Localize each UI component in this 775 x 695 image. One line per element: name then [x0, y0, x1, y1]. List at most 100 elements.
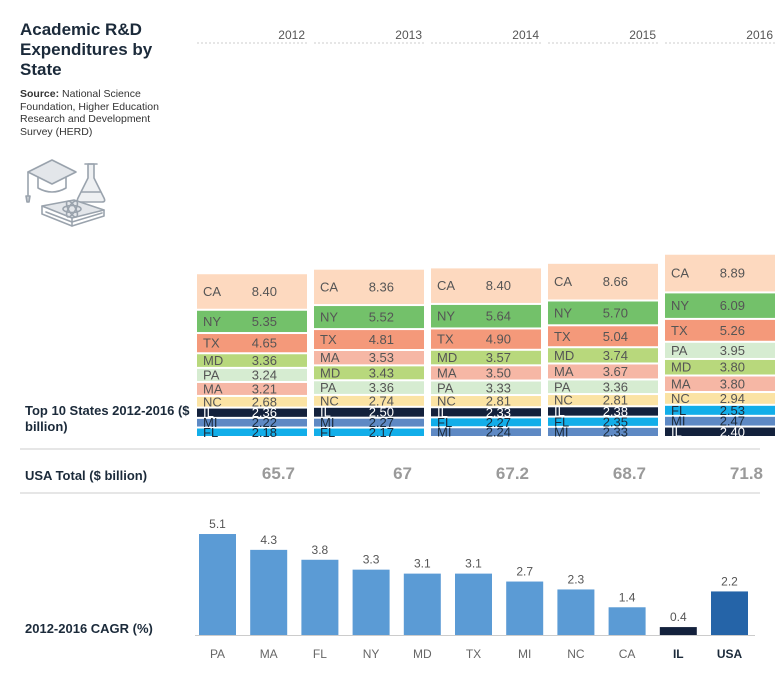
segment-state-label: MA	[554, 364, 574, 379]
segment-state-label: PA	[554, 379, 571, 394]
segment-value-label: 2.33	[486, 405, 511, 420]
cagr-value-label: 1.4	[619, 590, 636, 604]
stack-segment-pa	[197, 368, 307, 381]
segment-value-label: 2.24	[486, 425, 511, 440]
cagr-category-label: MD	[413, 647, 432, 661]
segment-value-label: 4.90	[486, 332, 511, 347]
stack-segment-ny	[548, 301, 658, 325]
segment-state-label: IL	[554, 404, 565, 419]
stack-segment-ca	[197, 274, 307, 309]
segment-value-label: 8.89	[720, 266, 745, 281]
segment-state-label: MA	[203, 381, 223, 396]
stack-segment-mi	[431, 428, 541, 436]
stack-segment-ma	[197, 382, 307, 395]
cagr-value-label: 5.1	[209, 517, 226, 531]
segment-value-label: 2.94	[720, 391, 745, 406]
segment-value-label: 2.47	[720, 414, 745, 429]
stack-segment-nc	[197, 396, 307, 407]
segment-state-label: CA	[203, 284, 221, 299]
segment-state-label: MI	[320, 415, 334, 430]
segment-value-label: 2.40	[720, 424, 745, 439]
stack-segment-tx	[665, 319, 775, 341]
source-note: Source: National Science Foundation, Hig…	[20, 88, 170, 138]
segment-state-label: MI	[437, 425, 451, 440]
cagr-category-label: FL	[313, 647, 327, 661]
segment-state-label: NC	[203, 394, 222, 409]
segment-value-label: 4.81	[369, 332, 394, 347]
stack-segment-il	[431, 408, 541, 417]
stack-segment-fl	[548, 417, 658, 426]
stack-segment-il	[665, 427, 775, 436]
year-label: 2012	[278, 28, 305, 42]
stack-segment-il	[314, 407, 424, 417]
cagr-value-label: 2.2	[721, 574, 738, 588]
segment-value-label: 8.40	[252, 284, 277, 299]
segment-value-label: 2.22	[252, 415, 277, 430]
stack-segment-ny	[665, 293, 775, 318]
segment-value-label: 8.40	[486, 278, 511, 293]
segment-value-label: 8.36	[369, 279, 394, 294]
segment-value-label: 3.43	[369, 365, 394, 380]
stack-segment-nc	[431, 396, 541, 407]
year-label: 2016	[746, 28, 773, 42]
stack-segment-ma	[665, 376, 775, 392]
stack-segment-tx	[197, 334, 307, 353]
stack-segment-fl	[665, 405, 775, 415]
cagr-category-label: USA	[717, 647, 743, 661]
segment-value-label: 4.65	[252, 336, 277, 351]
usa-total-label: USA Total ($ billion)	[25, 468, 148, 483]
stack-segment-pa	[665, 342, 775, 358]
stack-segment-fl	[431, 418, 541, 427]
source-label: Source:	[20, 88, 60, 100]
year-label: 2015	[629, 28, 656, 42]
segment-state-label: MD	[320, 365, 340, 380]
stack-segment-fl	[314, 428, 424, 436]
segment-state-label: NY	[320, 310, 338, 325]
segment-value-label: 3.33	[486, 380, 511, 395]
segment-state-label: CA	[320, 279, 338, 294]
segment-value-label: 2.27	[369, 415, 394, 430]
segment-state-label: NY	[437, 309, 455, 324]
segment-value-label: 3.36	[369, 380, 394, 395]
stack-segment-il	[197, 408, 307, 417]
segment-state-label: IL	[671, 424, 682, 439]
segment-state-label: IL	[320, 405, 331, 420]
cagr-bar-usa	[711, 591, 748, 635]
usa-total-value: 65.7	[262, 464, 295, 483]
cagr-bar-ca	[608, 607, 646, 635]
segment-value-label: 5.70	[603, 305, 628, 320]
segment-state-label: PA	[671, 343, 688, 358]
cagr-value-label: 3.1	[414, 557, 431, 571]
segment-value-label: 3.67	[603, 364, 628, 379]
stack-segment-mi	[197, 418, 307, 427]
segment-state-label: NY	[554, 305, 572, 320]
segment-value-label: 3.36	[252, 353, 277, 368]
segment-value-label: 2.33	[603, 424, 628, 439]
usa-total-value: 67.2	[496, 464, 529, 483]
segment-value-label: 3.80	[720, 360, 745, 375]
cagr-bar-md	[403, 573, 441, 635]
segment-value-label: 3.24	[252, 367, 277, 382]
segment-state-label: NC	[554, 393, 573, 408]
segment-state-label: NC	[437, 394, 456, 409]
segment-value-label: 3.57	[486, 350, 511, 365]
segment-value-label: 5.52	[369, 310, 394, 325]
stack-segment-pa	[314, 381, 424, 394]
segment-value-label: 3.36	[603, 379, 628, 394]
cagr-bar-ny	[352, 569, 390, 635]
segment-value-label: 3.74	[603, 348, 628, 363]
stack-segment-ny	[197, 310, 307, 333]
cagr-label: 2012-2016 CAGR (%)	[25, 621, 153, 636]
segment-value-label: 5.04	[603, 329, 628, 344]
stack-segment-ca	[665, 254, 775, 292]
segment-state-label: CA	[554, 274, 572, 289]
segment-value-label: 2.35	[603, 414, 628, 429]
segment-state-label: MI	[554, 424, 568, 439]
usa-total-value: 68.7	[613, 464, 646, 483]
stack-segment-ca	[548, 263, 658, 300]
segment-value-label: 2.17	[369, 425, 394, 440]
segment-state-label: TX	[437, 332, 454, 347]
cagr-category-label: CA	[619, 647, 636, 661]
segment-state-label: PA	[203, 367, 220, 382]
